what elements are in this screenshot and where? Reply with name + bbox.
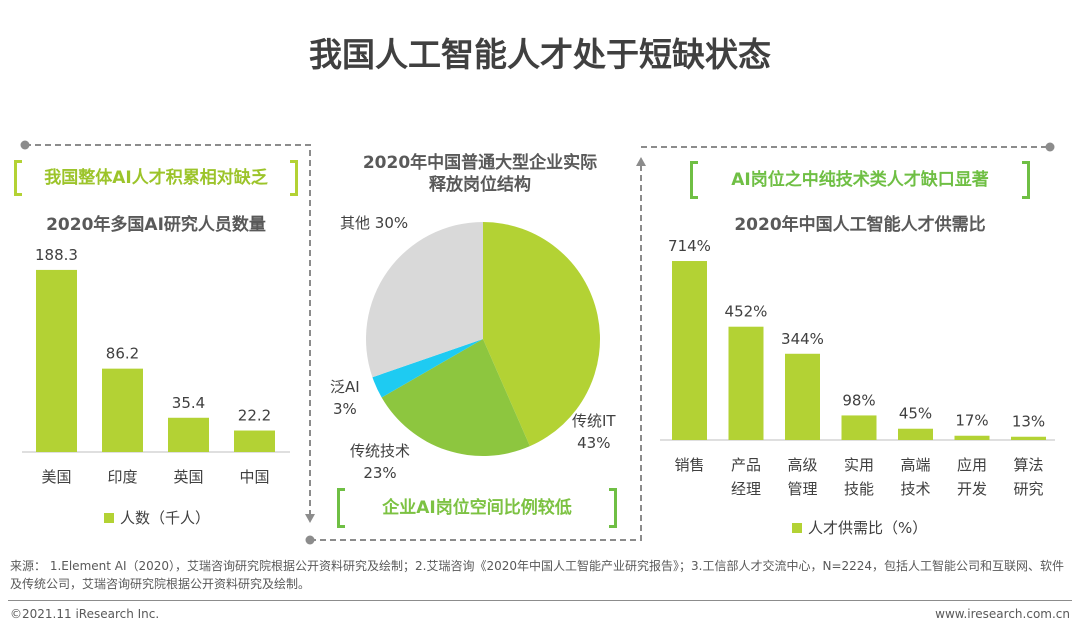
- bar: [841, 415, 877, 440]
- category-label: 中国: [239, 468, 269, 486]
- category-label: 算法: [1013, 456, 1043, 474]
- category-label: 技术: [900, 480, 930, 498]
- pie-slice: [366, 222, 483, 378]
- data-label: 188.3: [35, 246, 78, 264]
- category-label: 管理: [787, 480, 817, 498]
- category-label: 开发: [957, 480, 987, 498]
- pie-title-line: 2020年中国普通大型企业实际: [362, 153, 598, 173]
- bar: [954, 435, 990, 440]
- pie-label-tech: 传统技术 23%: [350, 442, 411, 482]
- category-label: 高端: [900, 456, 930, 474]
- data-label: 13%: [1012, 413, 1045, 431]
- category-label: 高级: [787, 456, 817, 474]
- pie-slice: [381, 339, 530, 456]
- source-note: 来源： 1.Element AI（2020），艾瑞咨询研究院根据公开资料研究及绘…: [10, 559, 1065, 591]
- data-label: 98%: [842, 391, 875, 409]
- right-highlight-text: AI岗位之中纯技术类人才缺口显著: [731, 170, 989, 190]
- bar: [785, 353, 820, 440]
- middle-highlight: 企业AI岗位空间比例较低: [337, 488, 617, 528]
- bar: [1011, 436, 1046, 440]
- page-title: 我国人工智能人才处于短缺状态: [309, 35, 771, 74]
- right-highlight: AI岗位之中纯技术类人才缺口显著: [690, 161, 1030, 199]
- data-label: 344%: [781, 330, 824, 348]
- bar: [168, 417, 209, 452]
- left-chart-title: 2020年多国AI研究人员数量: [46, 215, 266, 235]
- bar: [728, 326, 764, 440]
- category-label: 研究: [1013, 480, 1043, 498]
- category-label: 应用: [957, 456, 987, 474]
- pie-slice: [372, 339, 483, 398]
- pie-slice: [483, 222, 601, 447]
- legend-label: 人才供需比（%）: [808, 519, 928, 537]
- category-label: 经理: [731, 480, 761, 498]
- left-highlight-text: 我国整体AI人才积累相对缺乏: [44, 168, 268, 188]
- bar: [672, 261, 707, 440]
- pie-title-line: 释放岗位结构: [429, 175, 531, 195]
- legend-label: 人数（千人）: [120, 509, 211, 527]
- data-label: 452%: [725, 303, 768, 321]
- data-label: 17%: [955, 412, 988, 430]
- left-highlight: 我国整体AI人才积累相对缺乏: [14, 160, 298, 196]
- legend-swatch: [104, 513, 114, 523]
- category-label: 印度: [107, 468, 137, 486]
- footer-divider: [8, 600, 1072, 601]
- pie-label-other: 其他 30%: [340, 214, 409, 232]
- category-label: 技能: [844, 480, 874, 498]
- category-label: 销售: [674, 456, 704, 474]
- website: www.iresearch.com.cn: [935, 607, 1070, 621]
- category-label: 实用: [844, 456, 874, 474]
- pie-title: 2020年中国普通大型企业实际 释放岗位结构: [330, 152, 630, 196]
- data-label: 714%: [668, 237, 711, 255]
- bar: [102, 368, 143, 452]
- bar: [234, 430, 275, 452]
- left-legend: 人数（千人）: [104, 507, 210, 529]
- pie-label-it: 传统IT 43%: [572, 412, 616, 452]
- middle-highlight-text: 企业AI岗位空间比例较低: [382, 498, 572, 518]
- copyright: ©2021.11 iResearch Inc.: [10, 607, 160, 621]
- bar: [36, 269, 77, 452]
- right-chart-title: 2020年中国人工智能人才供需比: [734, 215, 986, 235]
- data-label: 86.2: [106, 345, 139, 363]
- data-label: 22.2: [238, 407, 271, 425]
- data-label: 45%: [899, 405, 932, 423]
- data-label: 35.4: [172, 394, 205, 412]
- bar: [898, 428, 933, 440]
- pie-label-ai: 泛AI 3%: [330, 378, 360, 418]
- category-label: 产品: [731, 456, 761, 474]
- right-legend: 人才供需比（%）: [792, 517, 927, 539]
- category-label: 美国: [41, 468, 71, 486]
- category-label: 英国: [173, 468, 203, 486]
- legend-swatch: [792, 523, 802, 533]
